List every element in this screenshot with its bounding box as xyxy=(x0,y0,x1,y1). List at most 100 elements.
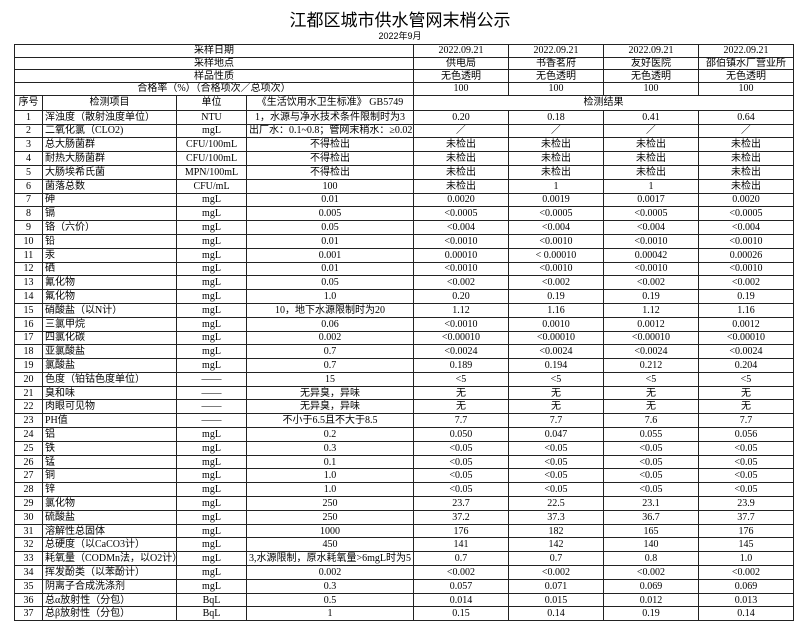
row-unit: mgL xyxy=(176,565,247,580)
row-result: <0.00010 xyxy=(698,330,794,346)
row-result: 0.050 xyxy=(413,427,509,442)
row-seq: 2 xyxy=(14,123,43,139)
row-result: <0.0005 xyxy=(603,206,699,222)
table-row: 27 铜 mgL 1.0 <0.05 <0.05 <0.05 <0.05 xyxy=(14,468,794,484)
row-item: 总α放射性（分包） xyxy=(42,592,177,608)
row-result: <5 xyxy=(698,371,794,387)
row-unit: mgL xyxy=(176,220,247,235)
row-seq: 3 xyxy=(14,137,43,153)
row-item: 铜 xyxy=(42,468,177,484)
row-result: 0.071 xyxy=(508,578,604,594)
row-result: 0.18 xyxy=(508,109,604,125)
row-result: 未检出 xyxy=(603,164,699,180)
row-item: 二氧化氯（CLO2) xyxy=(42,123,177,139)
row-result: 0.057 xyxy=(413,578,509,594)
row-result: <0.05 xyxy=(508,440,604,456)
row-result: <0.002 xyxy=(603,275,699,291)
sample-info-value: 无色透明 xyxy=(508,69,604,84)
row-item: 氰化物 xyxy=(42,275,177,291)
row-result: <0.00010 xyxy=(508,330,604,346)
row-seq: 25 xyxy=(14,440,43,456)
row-seq: 10 xyxy=(14,233,43,249)
row-unit: mgL xyxy=(176,302,247,318)
row-result: 0.0020 xyxy=(698,192,794,208)
row-standard: 不得检出 xyxy=(246,151,414,166)
row-result: <0.05 xyxy=(413,482,509,498)
row-result: 176 xyxy=(413,523,509,539)
row-result: <0.0010 xyxy=(413,261,509,277)
row-unit: mgL xyxy=(176,523,247,539)
row-item: 大肠埃希氏菌 xyxy=(42,164,177,180)
row-result: 0.055 xyxy=(603,427,699,442)
row-standard: 0.7 xyxy=(246,344,414,360)
row-standard: 450 xyxy=(246,537,414,553)
row-seq: 20 xyxy=(14,371,43,387)
row-result: 22.5 xyxy=(508,496,604,511)
row-result: <0.004 xyxy=(508,220,604,235)
table-row: 9 铬（六价） mgL 0.05 <0.004 <0.004 <0.004 <0.004 xyxy=(14,220,794,235)
row-result: <0.0010 xyxy=(413,316,509,332)
row-item: 硫酸盐 xyxy=(42,509,177,525)
row-unit: mgL xyxy=(176,358,247,373)
row-result: <0.0024 xyxy=(603,344,699,360)
row-unit: mgL xyxy=(176,482,247,498)
row-item: 总β放射性（分包） xyxy=(42,606,177,622)
row-item: 肉眼可见物 xyxy=(42,399,177,415)
row-unit: mgL xyxy=(176,344,247,360)
sample-info-value: 供电局 xyxy=(413,56,509,71)
row-standard: 0.001 xyxy=(246,247,414,263)
row-result: 0.014 xyxy=(413,592,509,608)
row-seq: 24 xyxy=(14,427,43,442)
sample-info-value: 友好医院 xyxy=(603,56,699,71)
row-result: <0.0010 xyxy=(603,261,699,277)
row-result: 0.19 xyxy=(698,289,794,304)
row-item: PH值 xyxy=(42,413,177,429)
sample-info-value: 无色透明 xyxy=(413,69,509,84)
row-unit: mgL xyxy=(176,233,247,249)
row-result: <0.05 xyxy=(698,454,794,470)
row-standard: 1，水源与净水技术条件限制时为3 xyxy=(246,109,414,125)
row-item: 总硬度（以CaCO3计） xyxy=(42,537,177,553)
row-item: 亚氯酸盐 xyxy=(42,344,177,360)
row-result: 0.14 xyxy=(508,606,604,622)
row-result: 1.0 xyxy=(698,551,794,567)
row-item: 菌落总数 xyxy=(42,178,177,194)
row-unit: mgL xyxy=(176,427,247,442)
row-result: <0.0024 xyxy=(413,344,509,360)
sample-info-label: 采样日期 xyxy=(14,44,414,58)
table-row: 5 大肠埃希氏菌 MPN/100mL 不得检出 未检出 未检出 未检出 未检出 xyxy=(14,164,794,180)
table-row: 28 锌 mgL 1.0 <0.05 <0.05 <0.05 <0.05 xyxy=(14,482,794,498)
row-result: 无 xyxy=(413,399,509,415)
row-standard: 0.002 xyxy=(246,565,414,580)
row-result: <0.0010 xyxy=(508,261,604,277)
row-result: 37.2 xyxy=(413,509,509,525)
row-result: 未检出 xyxy=(413,137,509,153)
row-unit: BqL xyxy=(176,606,247,622)
row-standard: 250 xyxy=(246,509,414,525)
row-item: 三氯甲烷 xyxy=(42,316,177,332)
row-result: <0.05 xyxy=(413,440,509,456)
row-result: <0.00010 xyxy=(603,330,699,346)
row-result: <0.004 xyxy=(413,220,509,235)
row-result: <0.05 xyxy=(413,454,509,470)
row-standard: 0.005 xyxy=(246,206,414,222)
row-standard: 1.0 xyxy=(246,289,414,304)
row-standard: 0.5 xyxy=(246,592,414,608)
row-result: ／ xyxy=(698,123,794,139)
row-result: <0.05 xyxy=(413,468,509,484)
row-standard: 不得检出 xyxy=(246,164,414,180)
table-row: 10 铅 mgL 0.01 <0.0010 <0.0010 <0.0010 <0.0010 xyxy=(14,233,794,249)
sample-info-label: 采样地点 xyxy=(14,56,414,71)
table-row: 24 铝 mgL 0.2 0.050 0.047 0.055 0.056 xyxy=(14,427,794,442)
row-standard: 0.01 xyxy=(246,261,414,277)
row-result: 23.7 xyxy=(413,496,509,511)
row-result: <0.0005 xyxy=(698,206,794,222)
row-unit: CFU/100mL xyxy=(176,151,247,166)
row-seq: 23 xyxy=(14,413,43,429)
row-result: <0.002 xyxy=(508,275,604,291)
table-row: 22 肉眼可见物 —— 无异臭，异味无无无无 xyxy=(14,399,794,415)
row-unit: BqL xyxy=(176,592,247,608)
row-result: <0.0010 xyxy=(698,261,794,277)
row-result: <0.05 xyxy=(508,468,604,484)
row-result: <0.05 xyxy=(603,454,699,470)
